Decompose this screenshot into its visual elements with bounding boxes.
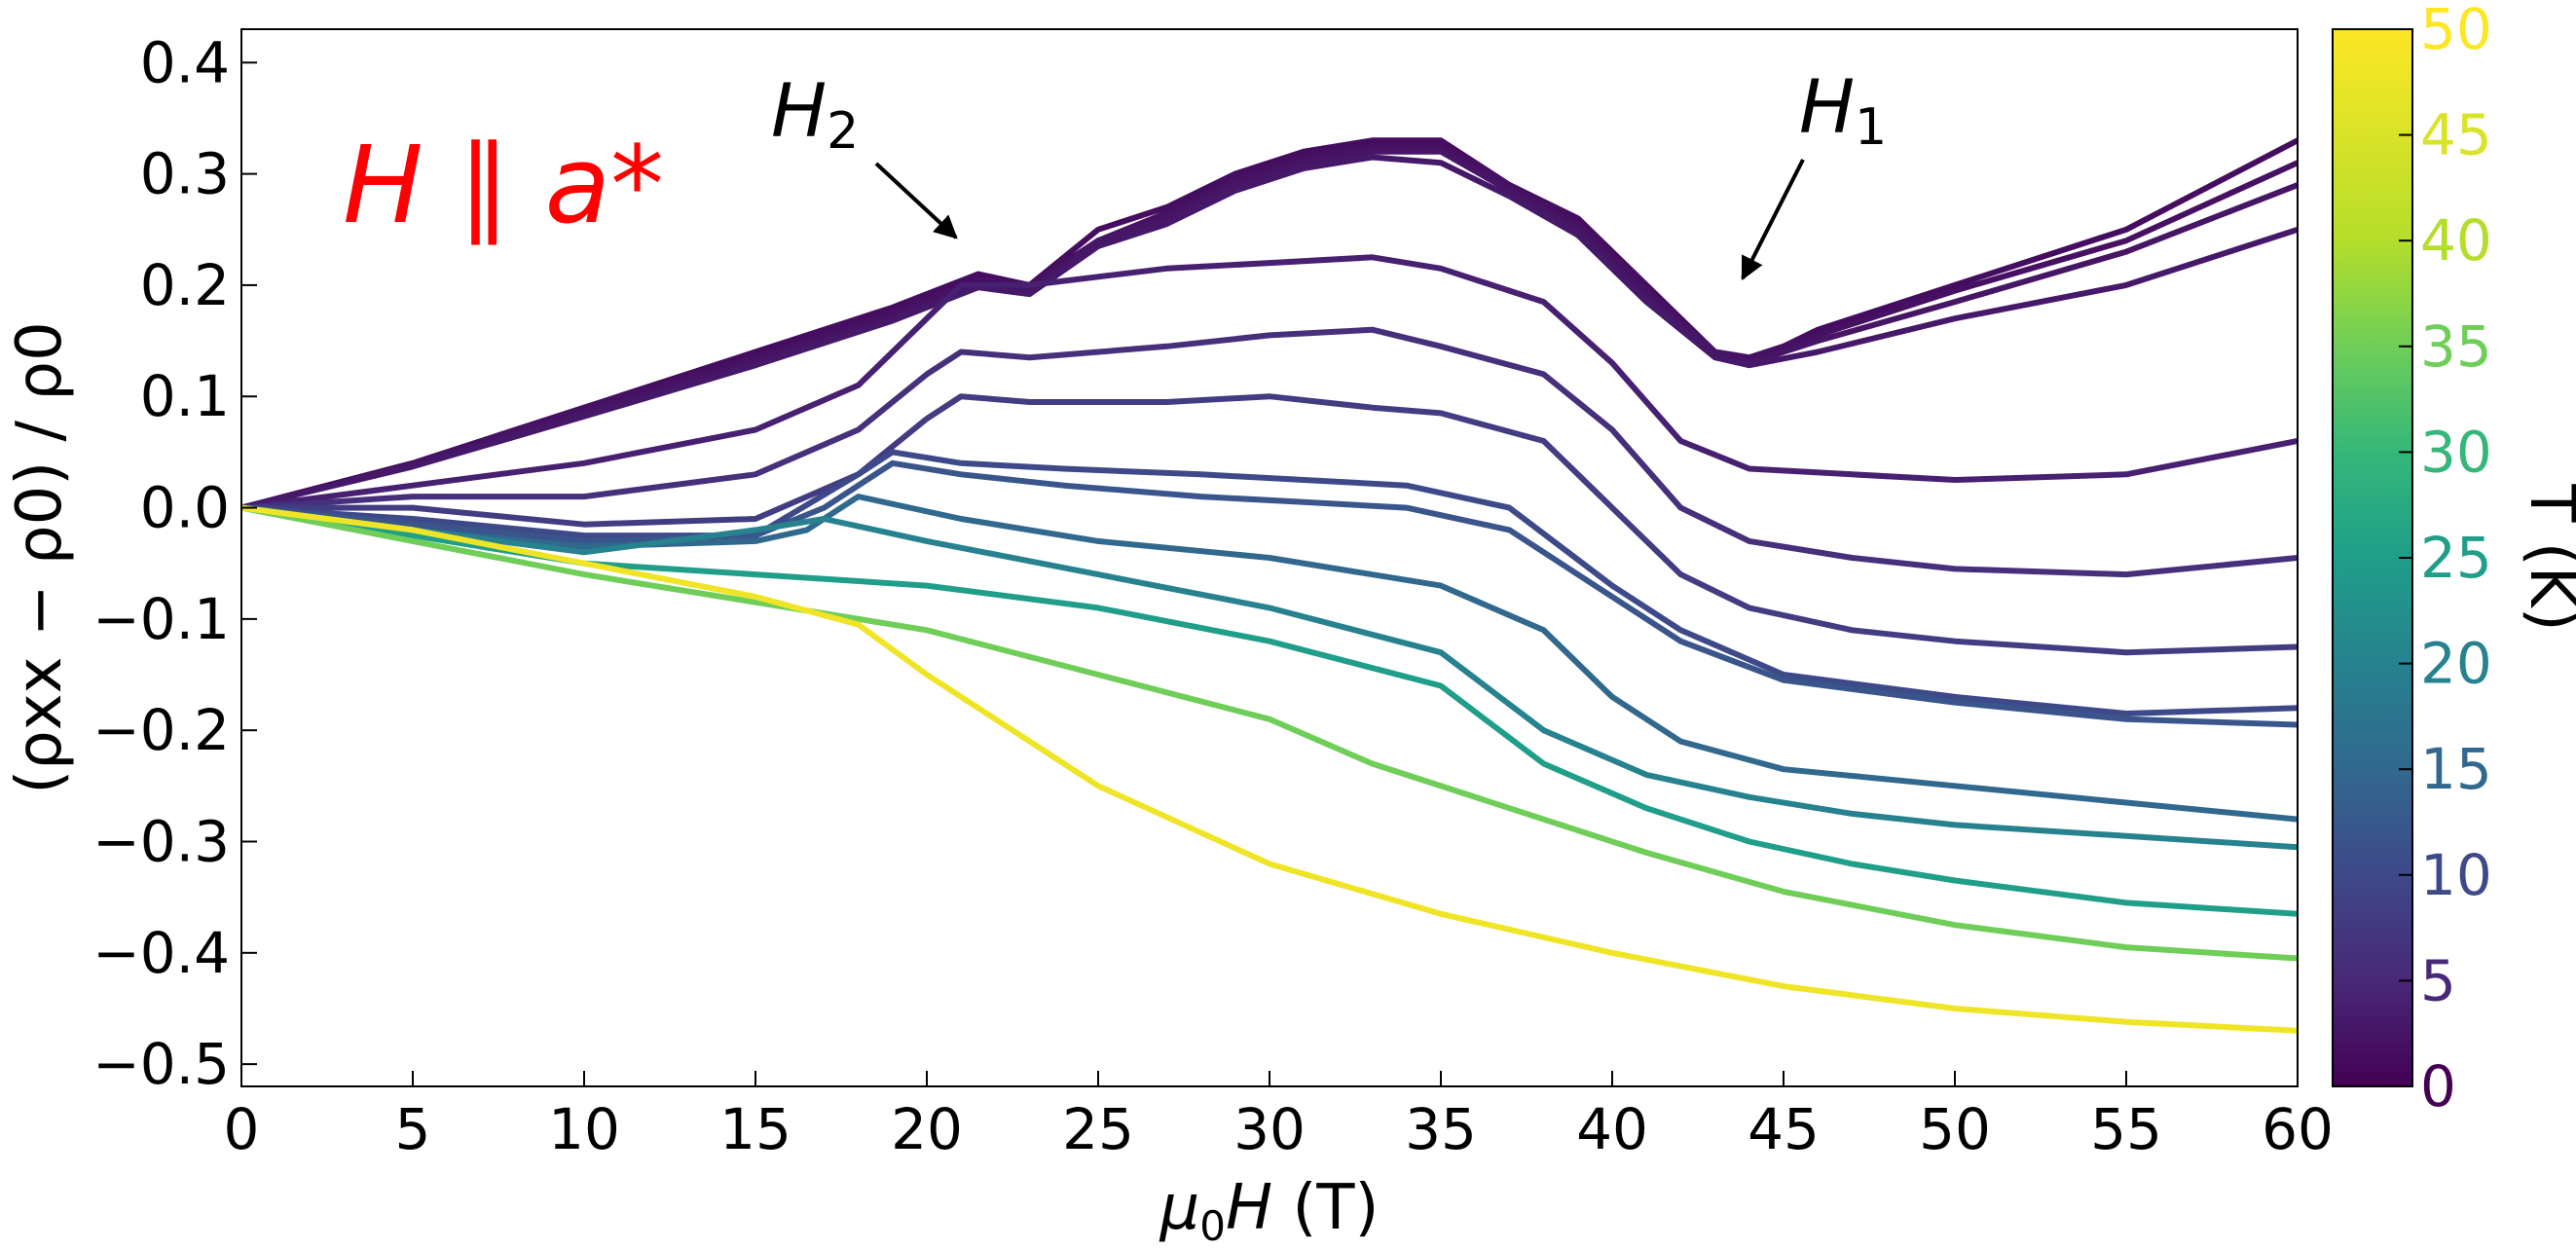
x-tick-label: 5 <box>395 1096 431 1162</box>
y-tick-label: 0.1 <box>140 363 230 429</box>
annotation-h2: H2 <box>771 67 958 239</box>
colorbar-tick-label: 25 <box>2420 525 2492 591</box>
y-tick-label: −0.2 <box>92 697 230 763</box>
y-tick-label: −0.3 <box>92 809 230 875</box>
annotation-h1-arrow <box>1741 159 1805 281</box>
colorbar-tick-label: 15 <box>2420 736 2492 802</box>
colorbar-tick-label: 20 <box>2420 631 2492 697</box>
annotation-h1: H1 <box>1741 63 1887 281</box>
x-tick-label: 40 <box>1576 1096 1648 1162</box>
series-line-6 <box>241 393 2298 656</box>
y-axis-title: (ρxx − ρ0) / ρ0 <box>4 321 76 794</box>
y-tick-label: −0.4 <box>92 920 230 986</box>
x-axis-ticks: 0 5 10 15 20 25 30 35 40 45 50 55 60 <box>224 1071 2334 1162</box>
colorbar-title: T (K) <box>2516 483 2576 631</box>
y-tick-label: 0.3 <box>140 141 230 207</box>
colorbar-tick-label: 35 <box>2420 313 2492 380</box>
x-tick-label: 10 <box>548 1096 620 1162</box>
colorbar-tick-label: 30 <box>2420 419 2492 485</box>
x-tick-label: 45 <box>1748 1096 1820 1162</box>
series-line-9 <box>241 494 2298 823</box>
colorbar-tick-label: 40 <box>2420 207 2492 274</box>
series-line-7 <box>241 449 2298 716</box>
series-line-10 <box>241 504 2298 851</box>
x-axis-title: μ0H (T) <box>1159 1172 1380 1248</box>
series-line-13 <box>241 504 2298 1034</box>
y-tick-label: −0.1 <box>92 586 230 652</box>
colorbar-ticks: 0 5 10 15 20 25 30 35 40 45 50 <box>2399 0 2492 1120</box>
x-tick-label: 25 <box>1062 1096 1134 1162</box>
x-tick-label: 35 <box>1405 1096 1477 1162</box>
series-line-12 <box>241 504 2298 962</box>
x-tick-label: 30 <box>1233 1096 1306 1162</box>
series-line-11 <box>241 504 2298 917</box>
y-tick-label: −0.5 <box>92 1031 230 1097</box>
series-line-5 <box>241 326 2298 578</box>
colorbar-tick-label: 10 <box>2420 842 2492 908</box>
y-tick-label: 0.0 <box>140 475 230 541</box>
colorbar-tick-label: 50 <box>2420 0 2492 62</box>
x-tick-label: 60 <box>2262 1096 2334 1162</box>
colorbar-tick-label: 5 <box>2420 947 2456 1013</box>
series-line-8 <box>241 459 2298 728</box>
data-curves <box>241 137 2298 1034</box>
x-tick-label: 0 <box>224 1096 260 1162</box>
x-tick-label: 50 <box>1919 1096 1991 1162</box>
y-tick-label: 0.4 <box>140 29 230 95</box>
x-tick-label: 15 <box>719 1096 791 1162</box>
annotation-h2-label: H2 <box>771 67 859 161</box>
colorbar-tick-label: 45 <box>2420 102 2492 168</box>
x-tick-label: 20 <box>891 1096 963 1162</box>
x-tick-label: 55 <box>2090 1096 2162 1162</box>
field-label: H ∥ a* <box>343 123 664 247</box>
annotation-h1-label: H1 <box>1799 63 1887 157</box>
series-line-4 <box>241 254 2298 511</box>
annotation-h2-arrow <box>874 162 958 239</box>
y-axis-ticks: −0.5 −0.4 −0.3 −0.2 −0.1 0.0 0.1 0.2 0.3 0.4 <box>92 29 257 1097</box>
y-tick-label: 0.2 <box>140 252 230 318</box>
series-line-3 <box>241 154 2298 511</box>
colorbar-tick-label: 0 <box>2420 1053 2456 1120</box>
series-line-1 <box>241 143 2298 511</box>
